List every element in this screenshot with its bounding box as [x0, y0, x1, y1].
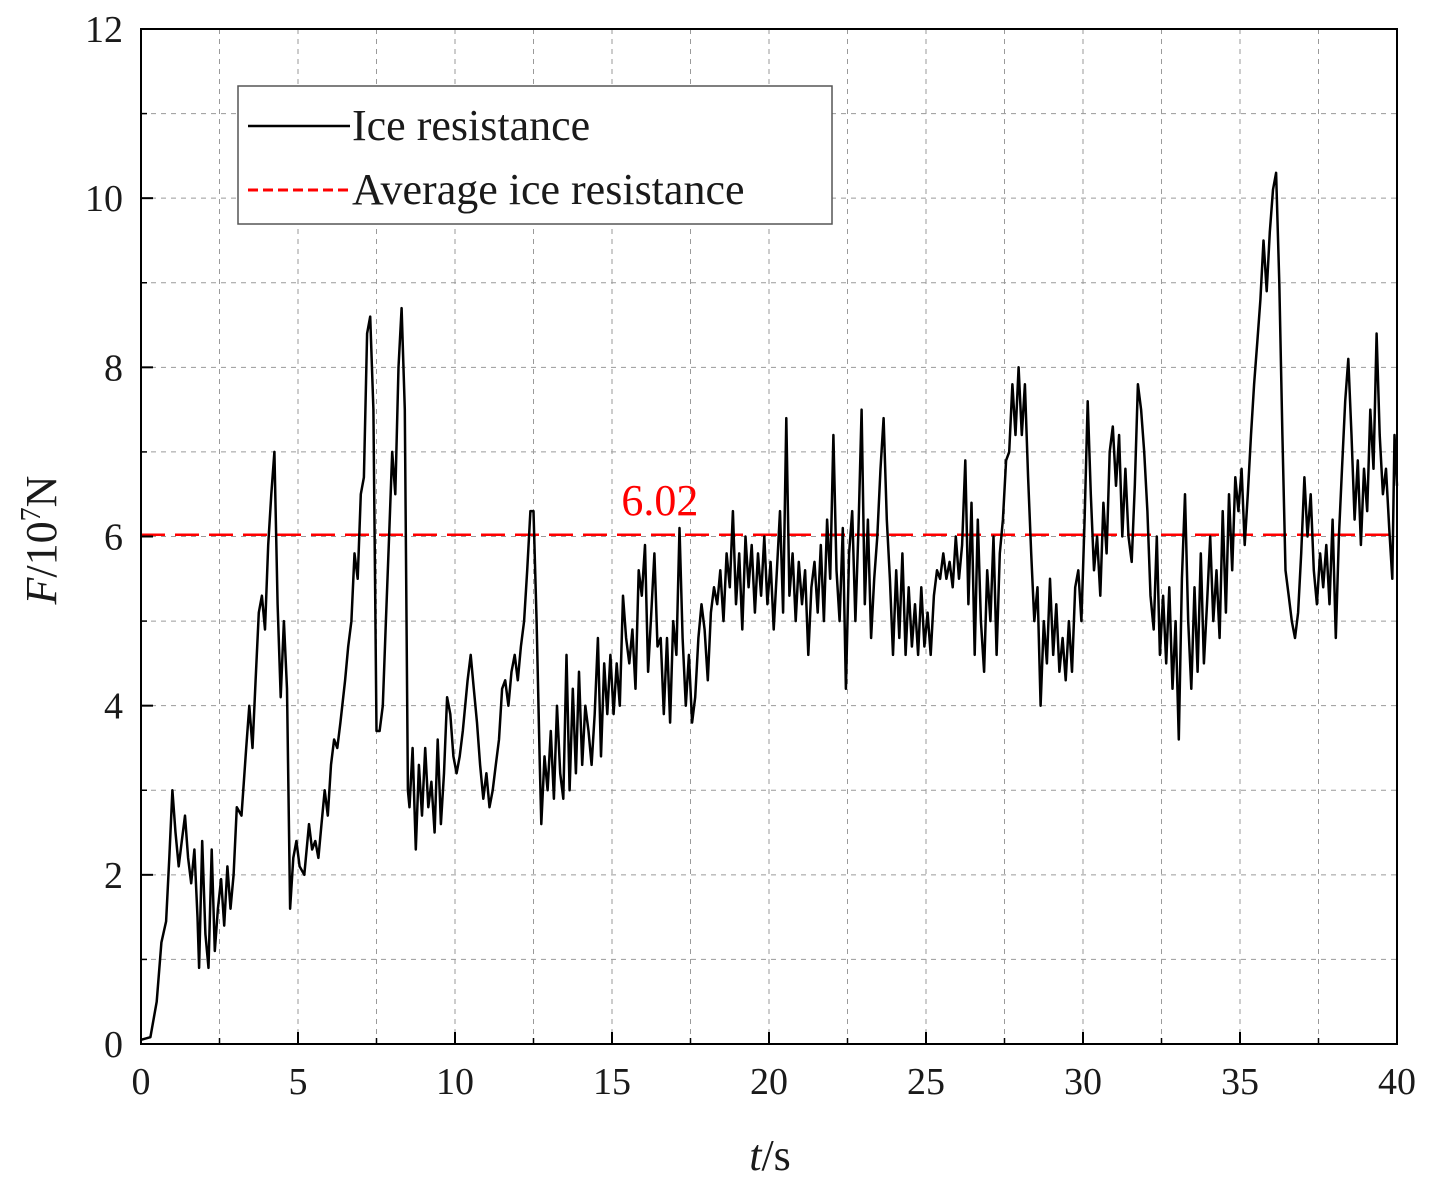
y-axis-title: F/107N: [16, 476, 66, 606]
average-value-label: 6.02: [621, 476, 698, 525]
x-tick-label: 35: [1221, 1061, 1259, 1103]
y-tick-label: 4: [104, 686, 123, 728]
x-tick-label: 0: [132, 1061, 151, 1103]
y-tick-labels: 0 2 4 6 8 10 12: [85, 9, 123, 1066]
y-tick-label: 8: [104, 347, 123, 389]
x-tick-label: 20: [750, 1061, 788, 1103]
y-tick-label: 0: [104, 1024, 123, 1066]
legend-label-ice-resistance: Ice resistance: [352, 101, 590, 150]
x-tick-label: 40: [1378, 1061, 1416, 1103]
x-tick-label: 5: [289, 1061, 308, 1103]
x-tick-label: 10: [436, 1061, 474, 1103]
y-tick-label: 12: [85, 9, 123, 51]
x-tick-label: 30: [1064, 1061, 1102, 1103]
legend: Ice resistance Average ice resistance: [237, 85, 833, 225]
ice-resistance-line: [140, 171, 1399, 1042]
y-tick-label: 2: [104, 855, 123, 897]
legend-box: [237, 85, 833, 225]
axis-ticks: [140, 28, 1398, 1045]
x-tick-labels: 0 5 10 15 20 25 30 35 40: [132, 1061, 1417, 1103]
x-tick-label: 15: [593, 1061, 631, 1103]
y-tick-label: 6: [104, 517, 123, 559]
x-tick-label: 25: [907, 1061, 945, 1103]
legend-label-average-ice-resistance: Average ice resistance: [352, 165, 745, 214]
y-tick-label: 10: [85, 178, 123, 220]
x-axis-title: t/s: [749, 1131, 791, 1180]
